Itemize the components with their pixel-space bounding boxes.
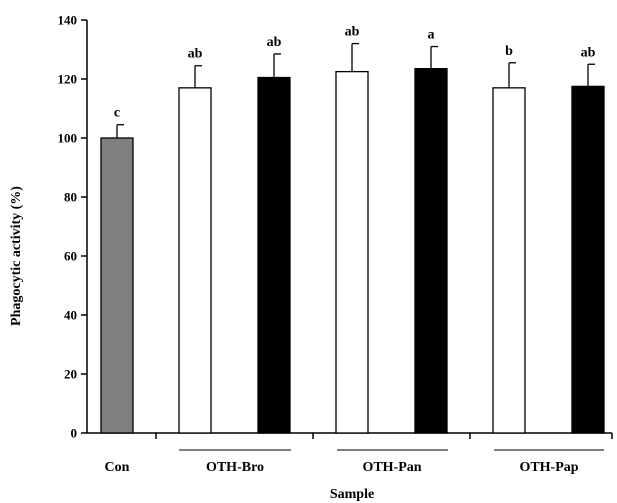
bar [100, 137, 134, 434]
bar [257, 76, 291, 434]
significance-label: ab [267, 35, 282, 50]
significance-label: ab [345, 25, 360, 40]
significance-label: a [428, 28, 435, 43]
bar [178, 87, 212, 434]
significance-label: b [505, 44, 513, 59]
bar [492, 87, 526, 434]
y-tick-label: 120 [58, 72, 78, 87]
bar [414, 68, 448, 434]
y-tick-label: 100 [58, 131, 78, 146]
bar [335, 70, 369, 434]
y-tick-label: 20 [64, 367, 77, 382]
significance-label: c [114, 106, 120, 121]
y-tick-label: 60 [64, 249, 77, 264]
y-tick-label: 0 [71, 426, 78, 441]
bars [100, 42, 605, 434]
significance-label: ab [188, 47, 203, 62]
significance-label: ab [581, 45, 596, 60]
y-tick-label: 40 [64, 308, 77, 323]
x-category-label: Con [105, 460, 130, 475]
y-tick-label: 80 [64, 190, 77, 205]
x-category-label: OTH-Pan [362, 460, 421, 475]
x-category-label: OTH-Bro [206, 460, 264, 475]
y-tick-label: 140 [58, 13, 78, 28]
x-axis-title: Sample [330, 487, 374, 502]
axes: 0 20 40 60 80 100 120 140 [58, 13, 613, 451]
y-axis-title: Phagocytic activity (%) [9, 186, 24, 326]
bar [571, 85, 605, 434]
x-category-label: OTH-Pap [519, 460, 578, 475]
